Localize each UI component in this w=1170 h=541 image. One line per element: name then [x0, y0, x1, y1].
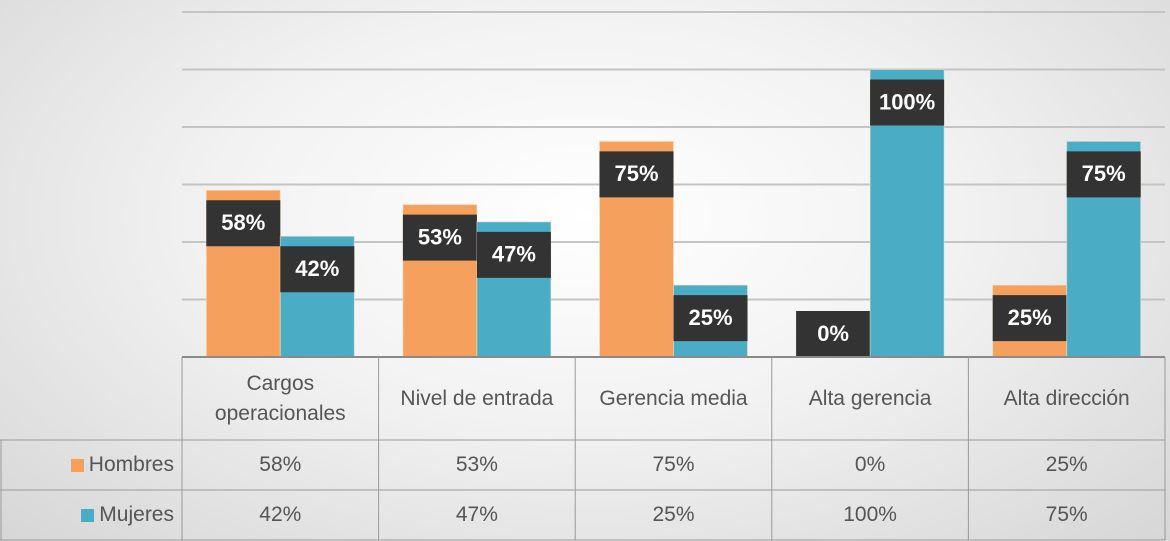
data-label-box [599, 151, 674, 198]
table-value: 75% [1045, 503, 1088, 527]
data-label-box [796, 311, 871, 357]
data-label-group: 75% [1066, 151, 1141, 198]
data-label-box [1066, 151, 1141, 198]
data-label-group: 58% [206, 200, 281, 247]
data-label-group: 0% [796, 311, 871, 357]
legend-label: Mujeres [99, 503, 174, 527]
data-label-group: 25% [992, 295, 1067, 342]
data-label: 100% [879, 89, 935, 114]
data-label: 25% [688, 305, 732, 330]
data-label: 53% [418, 224, 462, 249]
data-label-group: 75% [599, 151, 674, 198]
table-value: 25% [1045, 453, 1088, 477]
legend-swatch [70, 458, 84, 472]
data-label: 25% [1008, 305, 1052, 330]
category-label: Gerencia media [599, 386, 748, 410]
data-label-box [206, 200, 281, 247]
table-value: 75% [652, 453, 695, 477]
data-label: 75% [614, 161, 658, 186]
data-label-group: 42% [280, 246, 355, 293]
table-value: 47% [455, 503, 498, 527]
table-value: 100% [843, 503, 897, 527]
data-label: 58% [221, 210, 265, 235]
category-label: Nivel de entrada [400, 386, 554, 410]
data-label: 47% [492, 242, 536, 267]
data-label: 75% [1082, 161, 1126, 186]
table-value: 25% [652, 503, 695, 527]
table-value: 53% [455, 453, 498, 477]
data-label: 42% [295, 256, 339, 281]
category-label: Cargos operacionales [214, 372, 346, 425]
legend-swatch [81, 508, 95, 522]
table-value: 42% [259, 503, 302, 527]
data-label-box [476, 231, 551, 278]
data-label-group: 100% [870, 79, 945, 126]
category-label: Alta gerencia [808, 386, 932, 410]
data-label-box [870, 79, 945, 126]
category-label: Alta dirección [1003, 386, 1130, 410]
data-label-box [992, 295, 1067, 342]
data-label-box [402, 214, 477, 261]
table-value: 58% [259, 453, 302, 477]
data-label-box [280, 246, 355, 293]
legend-entry: Hombres [0, 440, 182, 490]
data-label-group: 25% [673, 295, 748, 342]
table-value: 0% [854, 453, 886, 477]
data-label-box [673, 295, 748, 342]
data-label: 0% [817, 321, 849, 346]
legend-entry: Mujeres [0, 490, 182, 540]
data-label-group: 47% [476, 231, 551, 278]
data-label-group: 53% [402, 214, 477, 261]
legend-label: Hombres [88, 453, 174, 477]
